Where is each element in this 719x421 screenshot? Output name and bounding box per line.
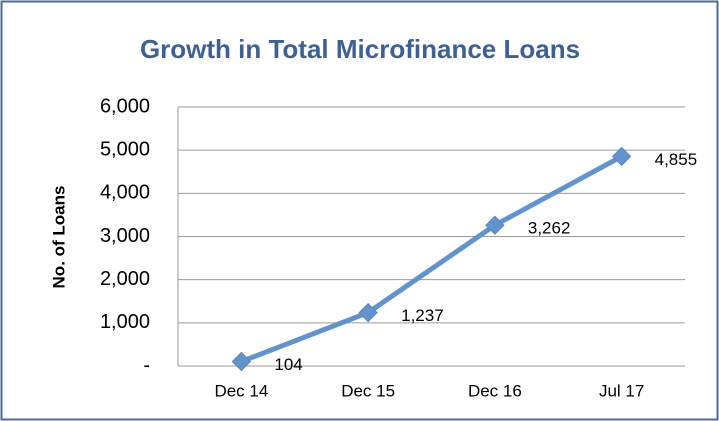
x-tick-label: Dec 16 [468, 381, 522, 400]
data-label: 104 [274, 355, 302, 374]
y-axis-label: No. of Loans [49, 186, 68, 289]
data-marker [231, 351, 252, 372]
y-tick-label: - [143, 354, 150, 376]
data-label: 3,262 [528, 219, 571, 238]
x-tick-label: Dec 15 [341, 381, 395, 400]
y-tick-label: 1,000 [100, 311, 150, 333]
y-tick-label: 3,000 [100, 225, 150, 247]
data-marker [611, 146, 632, 167]
y-tick-label: 6,000 [100, 95, 150, 117]
chart-title: Growth in Total Microfinance Loans [140, 34, 580, 64]
y-tick-label: 2,000 [100, 268, 150, 290]
data-marker [485, 215, 505, 235]
data-marker [358, 302, 378, 323]
data-line [240, 154, 623, 364]
y-tick-label: 5,000 [100, 138, 150, 160]
data-label: 4,855 [655, 150, 698, 169]
x-tick-label: Jul 17 [599, 381, 644, 400]
y-tick-label: 4,000 [100, 182, 150, 204]
data-label: 1,237 [401, 306, 444, 325]
x-tick-label: Dec 14 [214, 381, 268, 400]
